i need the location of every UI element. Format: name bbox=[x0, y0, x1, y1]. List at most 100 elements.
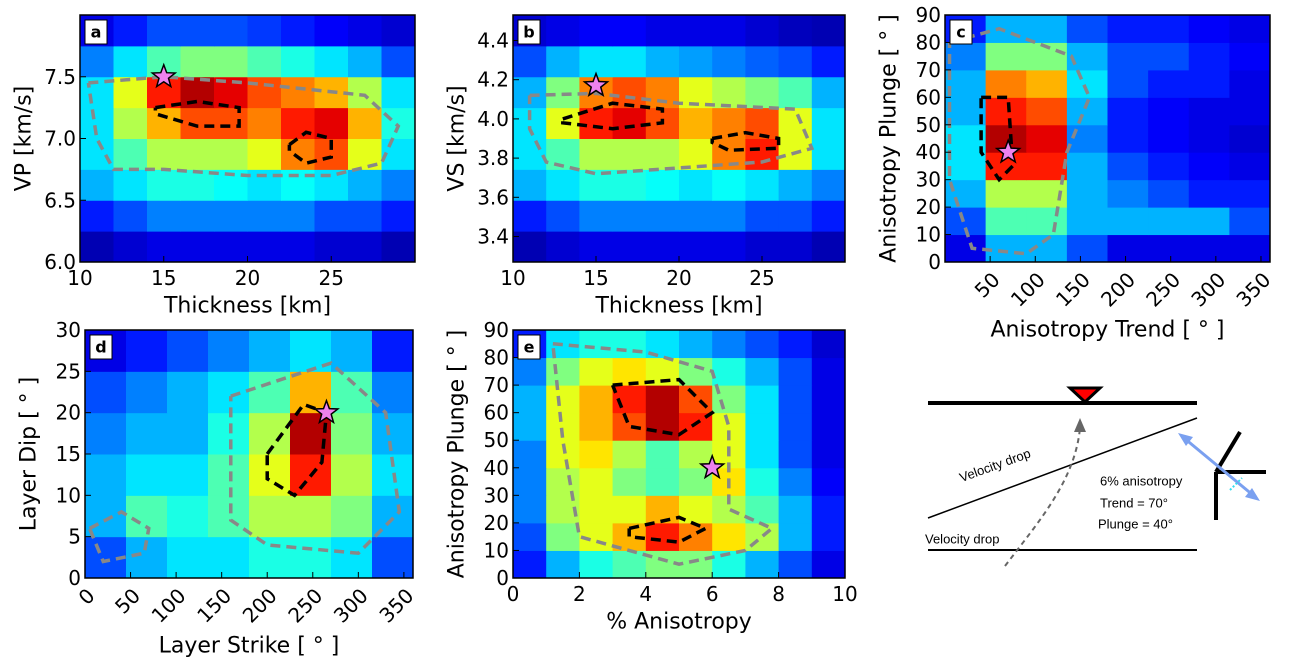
panel-letter-box bbox=[949, 19, 973, 45]
heat-cell bbox=[1229, 179, 1271, 208]
heat-cell bbox=[1066, 207, 1108, 236]
heat-cell bbox=[214, 231, 248, 263]
heat-cell bbox=[745, 330, 780, 359]
heat-cell bbox=[712, 357, 746, 386]
y-tick-label: 15 bbox=[56, 442, 81, 466]
heat-cell bbox=[1229, 207, 1271, 236]
panel-letter: b bbox=[523, 23, 534, 42]
best-fit-star bbox=[150, 62, 178, 89]
x-axis-label: Thickness [km] bbox=[594, 294, 762, 319]
heat-cell bbox=[1066, 152, 1108, 181]
heat-cell bbox=[612, 200, 647, 232]
heat-cell bbox=[208, 495, 250, 538]
x-tick-label: 100 bbox=[147, 584, 191, 628]
ray-path bbox=[1004, 427, 1081, 567]
heat-cell bbox=[612, 550, 647, 579]
heat-cell bbox=[1107, 69, 1149, 98]
y-axis-label: VS [km/s] bbox=[445, 85, 470, 191]
heat-cell bbox=[126, 330, 168, 372]
heat-cell bbox=[745, 385, 780, 414]
heat-cell bbox=[180, 15, 215, 47]
contour bbox=[710, 130, 781, 153]
heat-cell bbox=[314, 15, 349, 47]
heat-cell bbox=[80, 200, 114, 232]
heat-cell bbox=[348, 231, 382, 263]
heat-cell bbox=[712, 169, 746, 201]
heat-cell bbox=[208, 454, 250, 496]
heat-cell bbox=[1229, 15, 1271, 43]
panel-letter-box bbox=[89, 334, 113, 360]
x-tick-label: 15 bbox=[151, 266, 176, 290]
y-tick-label: 30 bbox=[916, 168, 941, 192]
heat-cell bbox=[1229, 124, 1271, 153]
heat-cell bbox=[180, 169, 215, 201]
heat-cell bbox=[1107, 179, 1149, 208]
y-tick-label: 50 bbox=[484, 428, 509, 452]
heat-cell bbox=[1148, 207, 1190, 236]
y-tick-label: 10 bbox=[916, 223, 941, 247]
heat-cell bbox=[679, 107, 713, 139]
heat-cell bbox=[712, 200, 746, 232]
x-tick-label: 20 bbox=[235, 266, 260, 290]
heat-cell bbox=[126, 412, 168, 455]
heat-cell bbox=[1026, 15, 1068, 43]
heat-cell bbox=[80, 138, 114, 170]
heat-cell bbox=[546, 76, 580, 109]
heat-cell bbox=[579, 45, 614, 78]
heat-cell bbox=[281, 15, 315, 47]
heat-cell bbox=[1107, 42, 1149, 71]
heat-cell bbox=[281, 76, 315, 109]
heat-cell bbox=[679, 138, 713, 170]
heat-cell bbox=[281, 45, 315, 78]
heat-cell bbox=[645, 200, 680, 232]
heat-cell bbox=[147, 169, 181, 201]
heat-cell bbox=[1148, 42, 1190, 71]
heat-cell bbox=[348, 76, 382, 109]
heat-cell bbox=[546, 200, 580, 232]
heat-cell bbox=[745, 76, 780, 109]
heat-cell bbox=[513, 231, 547, 263]
heat-cell bbox=[513, 200, 547, 232]
heat-cell bbox=[247, 138, 282, 170]
heat-cell bbox=[811, 76, 846, 109]
heat-cell bbox=[1229, 69, 1271, 98]
heat-cell bbox=[811, 412, 846, 441]
heat-cell bbox=[546, 550, 580, 579]
heat-cell bbox=[348, 45, 382, 78]
y-tick-label: 3.4 bbox=[477, 225, 509, 249]
heat-cell bbox=[612, 495, 647, 524]
y-tick-label: 60 bbox=[484, 401, 509, 425]
contour bbox=[610, 377, 715, 437]
heat-cell bbox=[1188, 69, 1230, 98]
heat-cell bbox=[180, 138, 215, 170]
heat-cell bbox=[126, 454, 168, 496]
heat-cell bbox=[180, 231, 215, 263]
heat-cell bbox=[985, 97, 1027, 126]
plot-frame bbox=[944, 14, 1271, 263]
y-tick-label: 25 bbox=[56, 359, 81, 383]
x-axis-label: Thickness [km] bbox=[163, 294, 331, 319]
layer-label: Velocity drop bbox=[957, 445, 1032, 485]
heat-cell bbox=[612, 45, 647, 78]
y-tick-label: 90 bbox=[484, 318, 509, 342]
heat-cell bbox=[249, 495, 291, 538]
heat-cell bbox=[513, 495, 547, 524]
heat-cell bbox=[1188, 152, 1230, 181]
heat-cell bbox=[348, 169, 382, 201]
y-tick-label: 4.4 bbox=[477, 28, 509, 52]
y-axis-label: Anisotropy Plunge [ ° ] bbox=[445, 330, 470, 579]
heat-cell bbox=[985, 234, 1027, 263]
heat-cell bbox=[381, 107, 416, 139]
y-tick-label: 80 bbox=[916, 30, 941, 54]
heat-cell bbox=[1148, 179, 1190, 208]
heat-cell bbox=[513, 412, 547, 441]
panel: 10 15 20 25 3.4 3.6 3.8 4.0 4.2 4.4 Thickness [km]… bbox=[445, 14, 846, 319]
heat-cell bbox=[331, 330, 373, 372]
heat-cell bbox=[247, 231, 282, 263]
y-tick-label: 30 bbox=[56, 318, 81, 342]
panel-letter: e bbox=[524, 338, 535, 357]
heat-cell bbox=[1148, 124, 1190, 153]
heat-cell bbox=[1107, 152, 1149, 181]
heat-cell bbox=[579, 138, 614, 170]
